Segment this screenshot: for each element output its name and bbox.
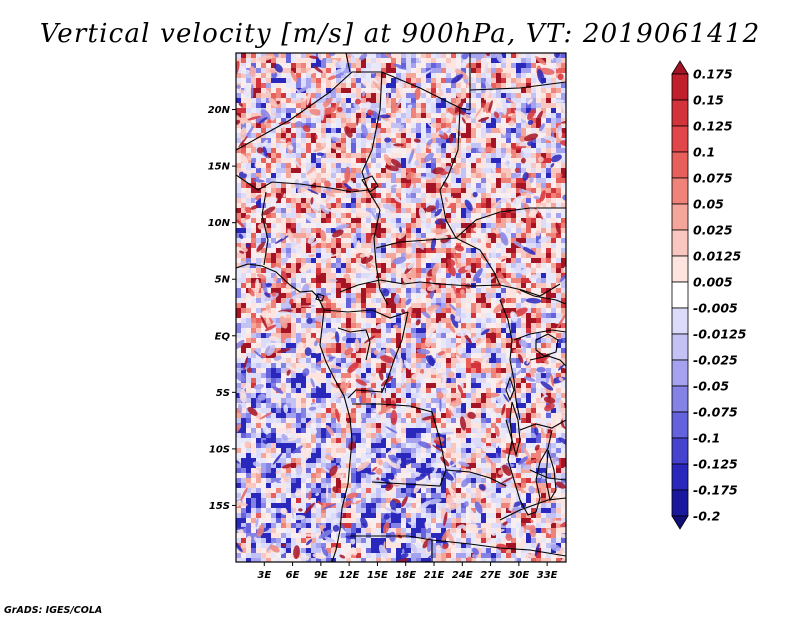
coastline-west — [236, 263, 353, 562]
border-17 — [445, 469, 507, 487]
colorbar-label: -0.025 — [693, 353, 738, 368]
colorbar-swatch — [671, 307, 689, 335]
colorbar-swatch — [671, 411, 689, 439]
colorbar-arrow-bottom — [671, 515, 689, 530]
lake-victoria — [535, 333, 559, 357]
border-21 — [499, 299, 521, 421]
colorbar-label: 0.025 — [693, 223, 733, 238]
colorbar-swatch — [671, 255, 689, 283]
colorbar-swatch — [671, 463, 689, 491]
lat-tick-label: 15N — [208, 162, 231, 173]
lat-tick-label: 20N — [208, 105, 231, 116]
colorbar-swatch — [671, 437, 689, 465]
colorbar-label: -0.0125 — [693, 327, 747, 342]
longitude-ticks: 3E 6E 9E 12E 15E 18E 21E 24E 27E 30E 33E — [257, 562, 558, 581]
lake-malawi — [545, 449, 557, 502]
border-16 — [352, 403, 447, 471]
border-1 — [236, 71, 471, 151]
lat-tick-label: 5S — [216, 388, 230, 399]
border-7 — [236, 174, 369, 193]
lon-tick-label: 33E — [537, 570, 558, 581]
colorbar-label: 0.175 — [693, 67, 733, 82]
lake-chad — [361, 175, 379, 193]
border-26 — [529, 469, 566, 481]
grads-credit: GrADS: IGES/COLA — [4, 605, 102, 616]
colorbar-swatch — [671, 125, 689, 153]
lon-tick-label: 21E — [424, 570, 445, 581]
border-11 — [455, 207, 566, 239]
colorbar-swatch — [671, 385, 689, 413]
border-2 — [345, 53, 351, 73]
colorbar-label: -0.175 — [693, 483, 738, 498]
border-9 — [373, 209, 389, 306]
lat-tick-label: 5N — [215, 275, 231, 286]
border-5 — [439, 107, 461, 239]
map-panel: 20N 15N 10N 5N EQ 5S 10S 15S 3E 6E 9E 12E 15E 18E 21E… — [208, 52, 567, 581]
border-22 — [519, 289, 566, 305]
lat-tick-label: 15S — [209, 501, 230, 512]
colorbar-label: 0.125 — [693, 119, 733, 134]
border-4 — [469, 81, 566, 91]
border-27 — [499, 497, 566, 521]
colorbar-label: 0.075 — [693, 171, 733, 186]
colorbar-label: -0.1 — [693, 431, 720, 446]
map-frame — [235, 52, 567, 563]
colorbar-label: -0.005 — [693, 301, 738, 316]
colorbar-label: -0.05 — [693, 379, 729, 394]
colorbar-swatch — [671, 177, 689, 205]
lon-tick-label: 3E — [257, 570, 271, 581]
lon-tick-label: 27E — [480, 570, 501, 581]
colorbar-label: -0.075 — [693, 405, 738, 420]
map-title: Vertical velocity [m/s] at 900hPa, VT: 2… — [40, 19, 761, 49]
border-19 — [350, 535, 566, 557]
colorbar-label: 0.0125 — [693, 249, 742, 264]
boundaries — [236, 53, 566, 562]
border-13 — [323, 309, 409, 319]
coastline-east-lake — [505, 419, 553, 516]
island-bioko — [315, 293, 325, 302]
colorbar-swatch — [671, 333, 689, 361]
colorbar-label: 0.05 — [693, 197, 724, 212]
lat-tick-label: EQ — [215, 331, 231, 342]
colorbar-swatch — [671, 99, 689, 127]
colorbar: 0.175 0.15 0.125 0.1 0.075 0.05 0.025 0.0125 0.0… — [671, 60, 747, 530]
colorbar-arrow-top — [671, 60, 689, 75]
latitude-ticks: 20N 15N 10N 5N EQ 5S 10S 15S — [208, 105, 236, 512]
lon-tick-label: 24E — [452, 570, 473, 581]
colorbar-swatch — [671, 229, 689, 257]
colorbar-swatch — [671, 489, 689, 517]
lon-tick-label: 6E — [286, 570, 300, 581]
colorbar-label: -0.125 — [693, 457, 738, 472]
colorbar-label: 0.15 — [693, 93, 724, 108]
colorbar-label: -0.2 — [693, 509, 720, 524]
border-24 — [529, 355, 566, 367]
colorbar-swatch — [671, 151, 689, 179]
lon-tick-label: 15E — [367, 570, 388, 581]
lon-tick-label: 30E — [508, 570, 529, 581]
colorbar-swatch — [671, 281, 689, 309]
border-8 — [261, 191, 269, 266]
colorbar-swatch — [671, 203, 689, 231]
lon-tick-label: 9E — [314, 570, 328, 581]
colorbar-swatch — [671, 73, 689, 101]
border-15 — [337, 327, 371, 361]
colorbar-label: 0.1 — [693, 145, 715, 160]
lake-kivu — [505, 376, 515, 402]
lat-tick-label: 10N — [208, 218, 231, 229]
colorbar-label: 0.005 — [693, 275, 733, 290]
border-18 — [371, 469, 447, 487]
lake-tanganyika — [509, 401, 521, 458]
border-12 — [339, 279, 561, 297]
lon-tick-label: 18E — [395, 570, 416, 581]
border-6 — [361, 71, 383, 211]
lat-tick-label: 10S — [209, 444, 230, 455]
lon-tick-label: 12E — [339, 570, 360, 581]
border-23 — [513, 329, 566, 341]
colorbar-swatch — [671, 359, 689, 387]
border-25 — [519, 419, 566, 431]
border-14 — [347, 311, 409, 399]
velocity-field — [236, 53, 566, 562]
